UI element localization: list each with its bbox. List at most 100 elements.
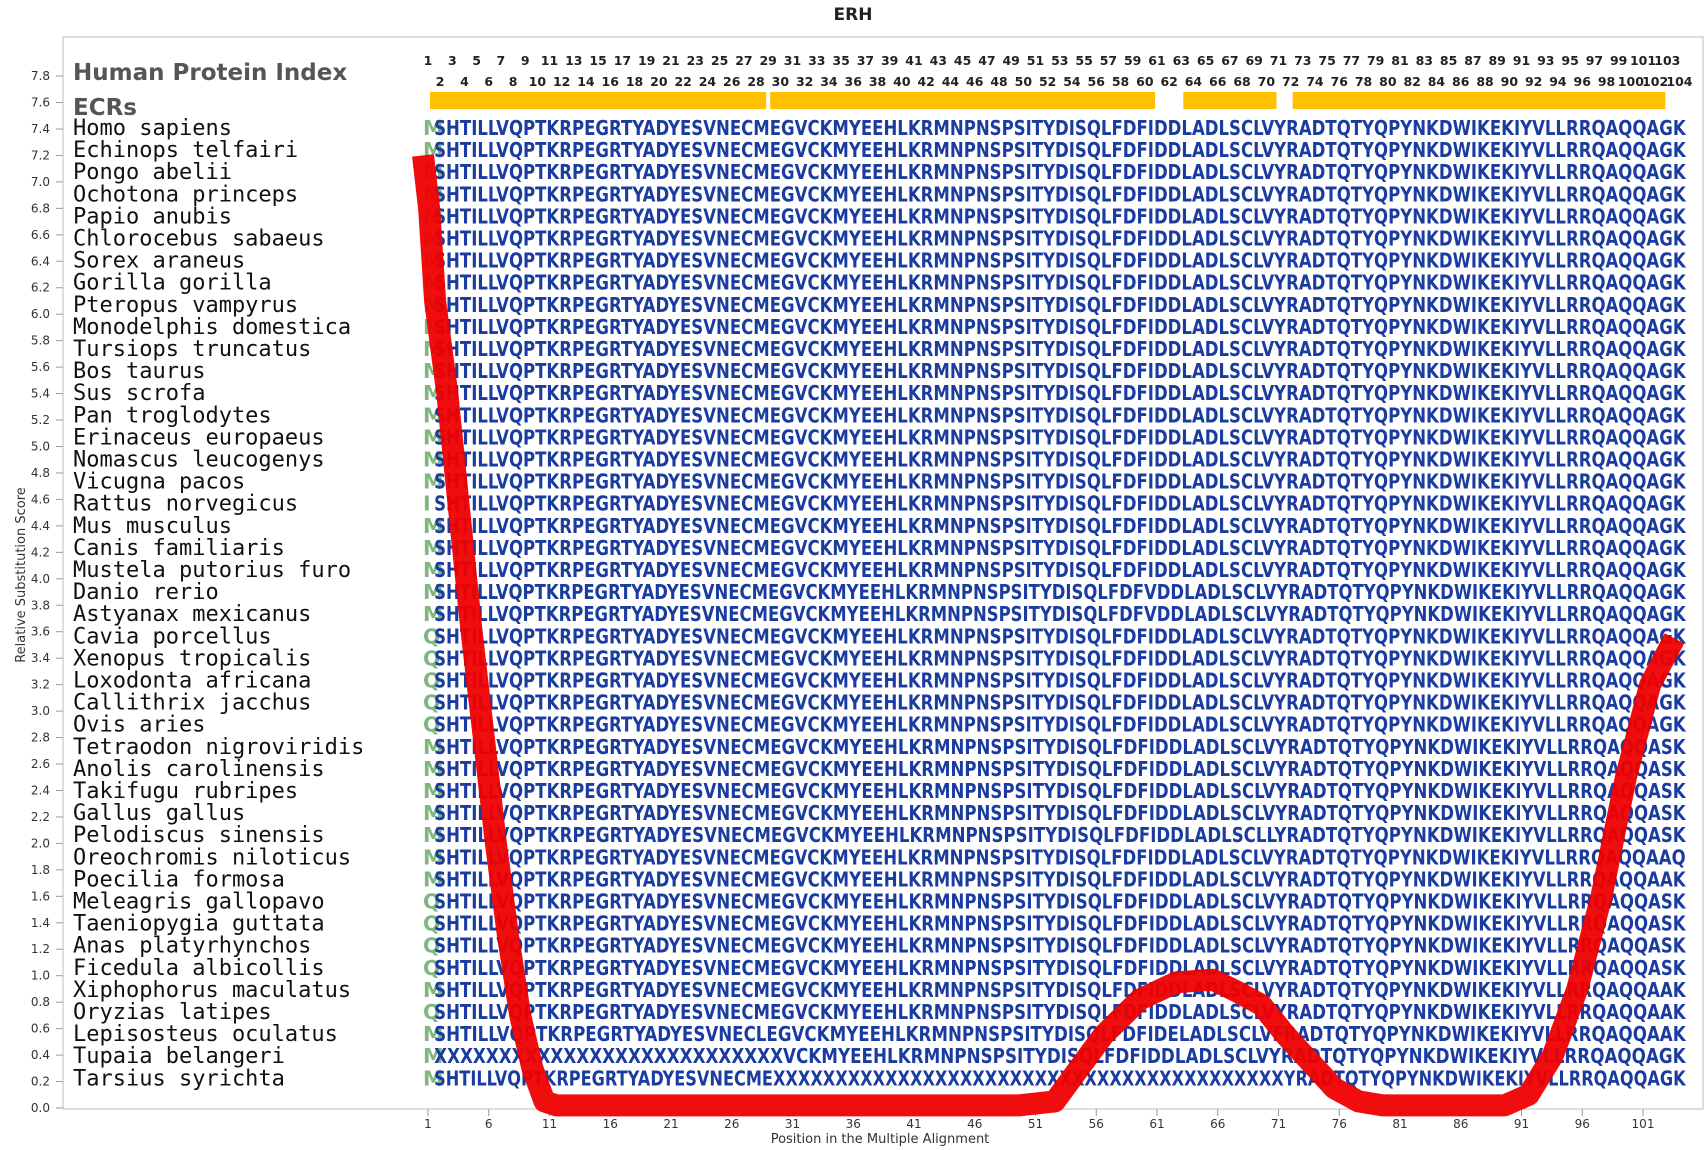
index-number-bottom: 88	[1476, 74, 1493, 89]
index-number-bottom: 30	[772, 74, 790, 89]
index-number-bottom: 94	[1549, 74, 1567, 89]
index-number-top: 27	[735, 53, 752, 68]
first-residue: M	[423, 514, 443, 538]
index-number-top: 39	[881, 53, 898, 68]
sequence-text: SHTILLVQPTKRPEGRTYADYESVNECMEGVCKMYEEHLK…	[434, 558, 1686, 582]
index-number-bottom: 102	[1642, 74, 1668, 89]
index-number-top: 31	[784, 53, 801, 68]
y-tick-label: 1.0	[31, 969, 50, 983]
species-name: Anas platyrhynchos	[73, 934, 311, 959]
species-name: Xenopus tropicalis	[73, 646, 311, 671]
sequence-text: SHTILLVQPTKRPEGRTYADYESVNECMEGVCKMYEEHLK…	[434, 845, 1686, 869]
sequence-text: SHTILLVQPTKRPEGRTYADYESVNECMEGVCKMYEEHLK…	[434, 580, 1686, 604]
y-tick-label: 5.2	[31, 413, 50, 427]
sequence-text: SHTILLVQPTKRPEGRTYADYESVNECMEGVCKMYEEHLK…	[434, 1000, 1686, 1024]
index-number-bottom: 38	[869, 74, 886, 89]
species-name: Xiphophorus maculatus	[73, 978, 351, 1003]
first-residue: M	[423, 845, 443, 869]
chart-title: ERH	[834, 5, 873, 25]
y-tick-label: 7.4	[31, 122, 50, 136]
index-number-top: 3	[448, 53, 457, 68]
species-name: Astyanax mexicanus	[73, 602, 311, 627]
sequence-text: SHTILLVQPTKRPEGRTYADYESVNECLEGVCKMYEEHLK…	[434, 1022, 1686, 1046]
sequence-text: XXXXXXXXXXXXXXXXXXXXXXXXXXXVCKMYEEHLKRMN…	[434, 1044, 1686, 1068]
index-number-bottom: 76	[1331, 74, 1349, 89]
species-name: Erinaceus europaeus	[73, 425, 325, 450]
species-name: Tarsius syrichta	[73, 1066, 285, 1091]
index-number-bottom: 22	[674, 74, 691, 89]
index-number-bottom: 80	[1379, 74, 1397, 89]
sequence-text: SHTILLVQPTKRPEGRTYADYESVNECMEGVCKMYEEHLK…	[434, 293, 1686, 317]
x-tick-label: 11	[542, 1117, 557, 1131]
first-residue: I	[423, 492, 431, 516]
index-number-bottom: 6	[484, 74, 493, 89]
sequence-text: SHTILLVQPTKRPEGRTYADYESVNECMEGVCKMYEEHLK…	[434, 249, 1686, 273]
index-number-bottom: 12	[553, 74, 570, 89]
first-residue: M	[423, 757, 443, 781]
x-tick-label: 86	[1453, 1117, 1468, 1131]
y-tick-label: 4.8	[31, 466, 50, 480]
species-name: Echinops telfairi	[73, 138, 298, 163]
x-tick-label: 46	[967, 1117, 982, 1131]
index-number-top: 47	[978, 53, 995, 68]
y-tick-label: 4.4	[31, 519, 50, 533]
index-number-bottom: 98	[1598, 74, 1615, 89]
first-residue: M	[423, 580, 443, 604]
sequence-text: SHTILLVQPTKRPEGRTYADYESVNECMEGVCKMYEEHLK…	[434, 536, 1686, 560]
x-tick-label: 16	[603, 1117, 618, 1131]
index-number-top: 1	[424, 53, 433, 68]
index-number-top: 17	[614, 53, 631, 68]
first-residue: M	[423, 536, 443, 560]
y-tick-label: 5.0	[31, 440, 50, 454]
index-number-bottom: 78	[1355, 74, 1372, 89]
sequence-text: SHTILLVQPTKRPEGRTYADYESVNECMEGVCKMYEEHLK…	[434, 271, 1686, 295]
index-number-top: 7	[497, 53, 506, 68]
species-name: Loxodonta africana	[73, 669, 311, 694]
sequence-text: SHTILLVQPTKRPEGRTYADYESVNECMEGVCKMYEEHLK…	[434, 691, 1686, 715]
index-number-top: 53	[1051, 53, 1068, 68]
sequence-text: SHTILLVQPTKRPEGRTYADYESVNECMEGVCKMYEEHLK…	[434, 956, 1686, 980]
first-residue: Q	[423, 691, 440, 715]
index-number-bottom: 70	[1258, 74, 1276, 89]
index-number-top: 61	[1148, 53, 1165, 68]
index-number-top: 59	[1124, 53, 1141, 68]
index-number-bottom: 58	[1112, 74, 1129, 89]
index-number-top: 85	[1440, 53, 1457, 68]
species-name: Tupaia belangeri	[73, 1044, 285, 1069]
sequence-text: SHTILLVQPTKRPEGRTYADYESVNECMEGVCKMYEEHLK…	[434, 624, 1686, 648]
y-tick-label: 6.2	[31, 281, 50, 295]
index-number-bottom: 4	[460, 74, 469, 89]
index-number-top: 79	[1367, 53, 1384, 68]
index-number-bottom: 14	[577, 74, 595, 89]
index-number-bottom: 28	[747, 74, 764, 89]
y-tick-label: 0.0	[31, 1101, 50, 1115]
x-tick-label: 76	[1332, 1117, 1347, 1131]
sequence-text: SHTILLVQPTKRPEGRTYADYESVNECMEGVCKMYEEHLK…	[434, 801, 1686, 825]
index-number-top: 69	[1245, 53, 1262, 68]
first-residue: M	[423, 823, 443, 847]
first-residue: Q	[423, 646, 440, 670]
index-number-bottom: 86	[1452, 74, 1470, 89]
sequence-text: SHTILLVQPTKRPEGRTYADYESVNECMEGVCKMYEEHLK…	[434, 403, 1686, 427]
substitution-score-curve	[412, 154, 1685, 1117]
index-number-bottom: 66	[1209, 74, 1227, 89]
index-number-bottom: 8	[509, 74, 518, 89]
y-tick-label: 0.6	[31, 1022, 50, 1036]
index-number-bottom: 72	[1282, 74, 1299, 89]
species-name: Taeniopygia guttata	[73, 912, 325, 937]
species-name: Papio anubis	[73, 204, 232, 229]
sequence-text: SHTILLVQPTKRPEGRTYADYESVNECMEGVCKMYEEHLK…	[434, 735, 1686, 759]
species-name: Bos taurus	[73, 359, 205, 384]
sequence-text: SHTILLVQPTKRPEGRTYADYESVNECMEGVCKMYEEHLK…	[434, 204, 1686, 228]
y-tick-label: 1.4	[31, 916, 50, 930]
index-number-bottom: 68	[1233, 74, 1250, 89]
index-number-bottom: 34	[820, 74, 838, 89]
species-name: Oreochromis niloticus	[73, 845, 351, 870]
first-residue: M	[423, 867, 443, 891]
index-number-top: 83	[1416, 53, 1433, 68]
first-residue: Q	[423, 1000, 440, 1024]
index-number-top: 97	[1586, 53, 1603, 68]
species-name: Takifugu rubripes	[73, 779, 298, 804]
index-number-top: 51	[1027, 53, 1044, 68]
index-number-top: 93	[1537, 53, 1554, 68]
